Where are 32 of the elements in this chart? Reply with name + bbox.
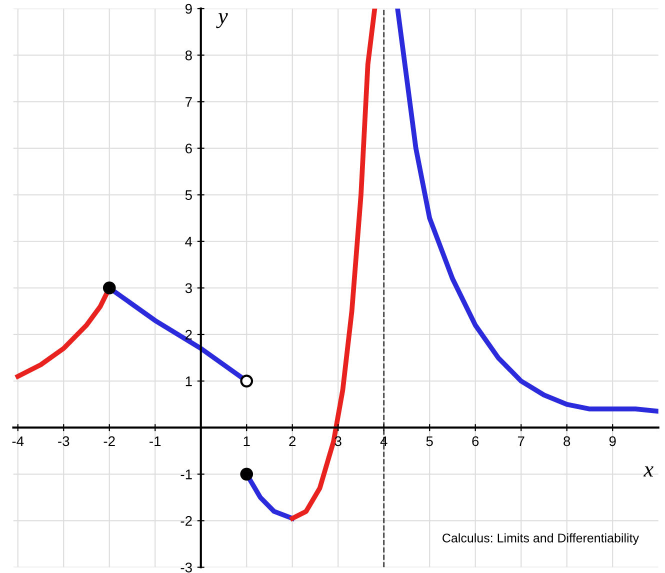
x-tick-label: 2 <box>289 436 296 446</box>
x-tick-label: -4 <box>12 436 24 446</box>
y-tick-label: 1 <box>186 376 192 386</box>
y-tick-label: 7 <box>186 97 192 107</box>
x-tick-label: -2 <box>104 436 115 446</box>
x-tick-label: 8 <box>564 436 570 446</box>
y-tick-label: 3 <box>185 283 192 294</box>
y-tick-label: 9 <box>185 4 192 14</box>
x-tick-label: -3 <box>58 436 70 446</box>
x-tick-label: -1 <box>150 436 161 446</box>
y-tick-label: -3 <box>180 562 192 572</box>
point <box>240 468 254 481</box>
y-tick-label: 4 <box>185 236 192 246</box>
point <box>102 282 116 294</box>
x-tick-label: 5 <box>426 436 433 446</box>
line-series <box>290 8 378 521</box>
x-tick-label: 6 <box>472 436 479 446</box>
y-tick-label: 6 <box>186 144 192 154</box>
x-tick-label: 7 <box>518 436 524 446</box>
point <box>240 374 254 388</box>
annotation: Calculus: Limits and Differentiability <box>442 533 639 545</box>
x-tick-label: 1 <box>244 436 250 446</box>
y-tick-label: 8 <box>185 50 192 60</box>
x-tick-label: 4 <box>380 436 388 446</box>
y-tick-label: -1 <box>180 470 192 480</box>
line-series <box>395 8 658 414</box>
y-axis-title: y <box>216 13 228 28</box>
x-tick-label: 9 <box>609 436 616 446</box>
x-axis-title: x <box>643 466 654 477</box>
y-tick-label: 5 <box>185 190 192 200</box>
y-tick-label: -2 <box>180 516 192 526</box>
y-tick-label: 2 <box>186 330 192 340</box>
